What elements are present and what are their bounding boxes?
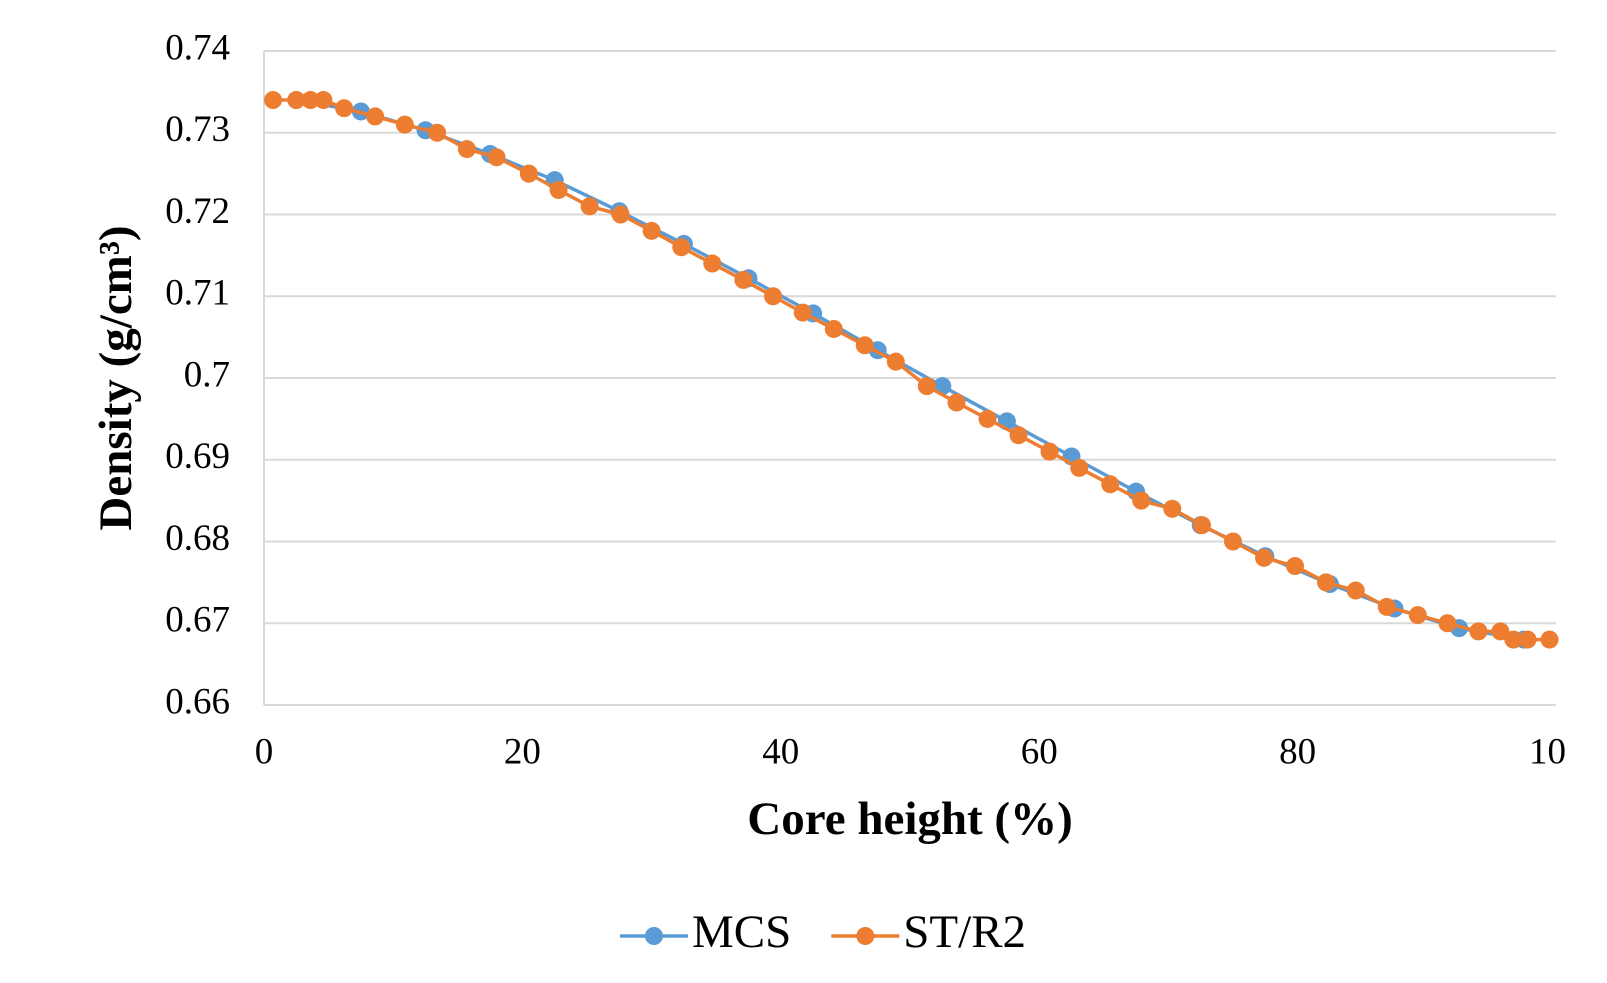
legend-label: ST/R2 [903, 906, 1026, 958]
data-point [1469, 622, 1488, 641]
data-point [1132, 491, 1151, 510]
legend-marker [645, 927, 663, 945]
data-point [1224, 532, 1242, 551]
y-tick-label: 0.74 [165, 27, 230, 68]
x-tick-label: 20 [504, 731, 541, 772]
data-point [301, 91, 320, 110]
x-tick-label: 80 [1279, 731, 1316, 772]
data-point [1163, 499, 1182, 518]
data-point [855, 336, 874, 355]
data-point [1255, 548, 1274, 567]
legend-marker [856, 927, 875, 945]
y-tick-label: 0.73 [165, 109, 230, 150]
data-point [1009, 426, 1028, 445]
data-point [287, 91, 306, 110]
data-point [642, 221, 661, 240]
data-point [1346, 581, 1365, 600]
data-point [1491, 622, 1510, 641]
data-point [487, 148, 506, 167]
data-point [1192, 516, 1211, 535]
data-point [611, 205, 630, 224]
data-point [264, 91, 283, 110]
data-point [703, 254, 722, 273]
y-axis-title: Density (g/cm³) [90, 225, 142, 530]
x-axis-title: Core height (%) [747, 793, 1072, 845]
data-point [1540, 630, 1559, 649]
data-point [1504, 630, 1523, 649]
data-point [549, 180, 568, 199]
data-point [428, 123, 447, 142]
data-point [366, 107, 385, 126]
data-point [457, 140, 476, 159]
data-point [947, 393, 966, 412]
data-point [917, 377, 936, 396]
y-tick-label: 0.69 [165, 436, 230, 477]
data-point [580, 197, 599, 216]
data-point [335, 99, 354, 118]
data-point [1040, 442, 1059, 461]
data-point [1377, 597, 1396, 616]
data-point [886, 352, 905, 371]
data-point [978, 409, 997, 428]
data-point [824, 319, 843, 338]
x-tick-label: 60 [1021, 731, 1058, 772]
data-point [1286, 557, 1305, 576]
x-tick-label: 40 [762, 731, 799, 772]
series-line [295, 98, 1525, 642]
data-point [519, 164, 538, 183]
data-point [1518, 630, 1537, 649]
y-tick-label: 0.66 [165, 681, 230, 722]
data-point [395, 115, 414, 134]
data-point [672, 238, 691, 257]
data-point [764, 287, 783, 306]
x-tick-label: 0 [255, 731, 274, 772]
data-point [1317, 573, 1336, 592]
data-point [1070, 458, 1089, 477]
data-point [793, 303, 812, 322]
y-tick-label: 0.68 [165, 518, 230, 559]
x-tick-label: 10 [1529, 731, 1566, 772]
data-point [314, 91, 333, 110]
data-point [1438, 614, 1457, 633]
data-point [734, 270, 753, 289]
legend-label: MCS [692, 906, 791, 958]
data-point [1408, 606, 1427, 625]
y-tick-label: 0.72 [165, 191, 230, 232]
series-line [273, 98, 1550, 642]
y-tick-label: 0.7 [184, 354, 230, 395]
y-tick-label: 0.71 [165, 273, 230, 314]
data-point [1101, 475, 1120, 494]
y-tick-label: 0.67 [165, 600, 230, 641]
